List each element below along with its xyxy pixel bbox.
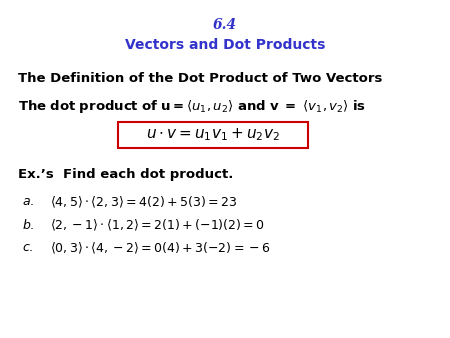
Bar bbox=[118, 122, 308, 148]
Text: $\mathbf{The\ dot\ product\ of\ u = }$$\langle u_1, u_2 \rangle$$\mathbf{\ and\ : $\mathbf{The\ dot\ product\ of\ u = }$$\… bbox=[18, 98, 366, 115]
Text: $\langle 0,3 \rangle \cdot \langle 4,-2 \rangle = 0(4) + 3(-2) = -6$: $\langle 0,3 \rangle \cdot \langle 4,-2 … bbox=[50, 241, 270, 256]
Text: $\langle 2,-1 \rangle \cdot \langle 1,2 \rangle = 2(1) + (-1)(2) = 0$: $\langle 2,-1 \rangle \cdot \langle 1,2 … bbox=[50, 218, 265, 233]
Text: $b.$: $b.$ bbox=[22, 218, 35, 232]
Text: 6.4: 6.4 bbox=[213, 18, 237, 32]
Text: $\mathit{u} \cdot \mathit{v} = \mathit{u}_1\mathit{v}_1 + \mathit{u}_2\mathit{v}: $\mathit{u} \cdot \mathit{v} = \mathit{u… bbox=[146, 127, 280, 143]
Text: Vectors and Dot Products: Vectors and Dot Products bbox=[125, 38, 325, 52]
Text: Ex.’s  Find each dot product.: Ex.’s Find each dot product. bbox=[18, 168, 234, 181]
Text: The Definition of the Dot Product of Two Vectors: The Definition of the Dot Product of Two… bbox=[18, 72, 382, 85]
Text: $\langle 4,5 \rangle \cdot \langle 2,3 \rangle = 4(2) + 5(3) = 23$: $\langle 4,5 \rangle \cdot \langle 2,3 \… bbox=[50, 195, 237, 210]
Text: $c.$: $c.$ bbox=[22, 241, 33, 254]
Text: $a.$: $a.$ bbox=[22, 195, 34, 208]
